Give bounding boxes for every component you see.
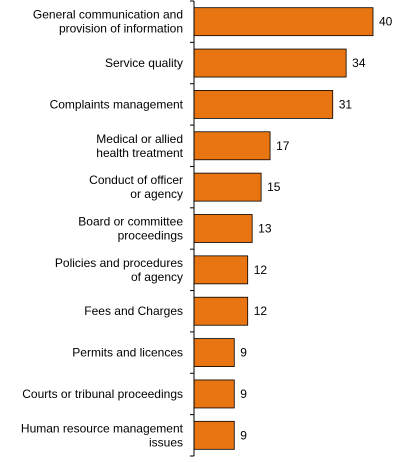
value-label: 34 — [352, 56, 366, 70]
value-label: 12 — [254, 263, 268, 277]
category-label: of agency — [131, 270, 183, 284]
category-label: Permits and licences — [72, 346, 183, 360]
category-label: Human resource management — [21, 421, 184, 435]
bar — [193, 214, 253, 243]
category-label: General communication and — [33, 8, 183, 22]
bar — [193, 90, 334, 119]
category-label: health treatment — [96, 146, 183, 160]
value-labels: 40 34 31 17 15 13 12 12 9 9 9 — [240, 15, 392, 443]
value-label: 13 — [258, 222, 272, 236]
category-label: Complaints management — [50, 97, 184, 111]
category-label: Policies and procedures — [55, 256, 183, 270]
value-label: 31 — [339, 97, 353, 111]
category-label: Fees and Charges — [84, 304, 183, 318]
bar — [193, 7, 374, 37]
category-label: issues — [149, 435, 183, 449]
value-label: 40 — [379, 15, 393, 29]
bar — [193, 296, 249, 326]
bar — [193, 379, 235, 409]
category-label: or agency — [130, 187, 183, 201]
value-label: 12 — [254, 304, 268, 318]
value-label: 9 — [240, 428, 247, 442]
bar — [193, 131, 271, 161]
category-label: Board or committee — [78, 215, 183, 229]
bar — [193, 338, 235, 367]
bar — [193, 420, 235, 450]
bar — [193, 172, 262, 202]
bars — [193, 7, 374, 450]
bar — [193, 255, 249, 285]
value-label: 17 — [276, 139, 290, 153]
category-label: Service quality — [105, 56, 183, 70]
category-label: provision of information — [59, 22, 183, 36]
bar — [193, 48, 347, 78]
category-label: Courts or tribunal proceedings — [22, 387, 183, 401]
value-label: 9 — [240, 346, 247, 360]
value-label: 15 — [267, 180, 281, 194]
category-label: proceedings — [118, 229, 183, 243]
category-label: Medical or allied — [96, 132, 183, 146]
value-label: 9 — [240, 387, 247, 401]
category-label: Conduct of officer — [89, 173, 183, 187]
y-axis-ticks — [190, 0, 194, 457]
